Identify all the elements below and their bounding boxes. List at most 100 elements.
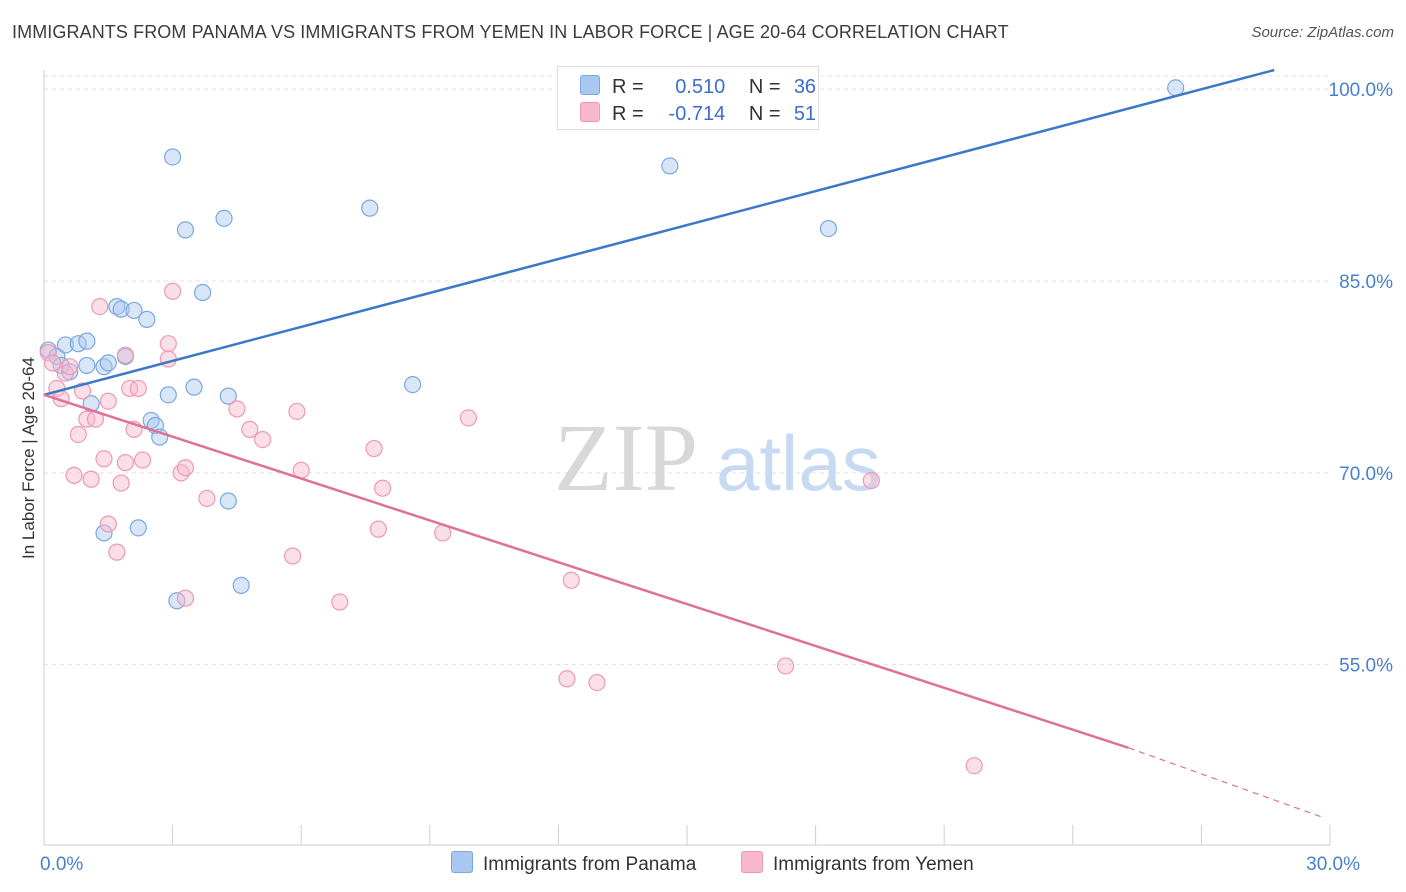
panama-point bbox=[95, 524, 113, 542]
yemen-point bbox=[288, 402, 306, 421]
legend-swatch-panama bbox=[580, 75, 600, 95]
yemen-point bbox=[176, 589, 195, 607]
legend-n-label: N = bbox=[748, 76, 781, 98]
yemen-point bbox=[459, 409, 477, 427]
yemen-point bbox=[862, 471, 880, 490]
yemen-point bbox=[228, 400, 246, 418]
yemen-point bbox=[69, 425, 87, 444]
yemen-trend-extrapolation bbox=[1128, 747, 1322, 818]
y-axis-label: In Labor Force | Age 20-64 bbox=[19, 357, 38, 559]
yemen-point bbox=[254, 430, 272, 449]
legend-row-yemen: R = -0.714 N = 51 bbox=[580, 102, 816, 128]
yemen-point bbox=[369, 520, 387, 538]
yemen-point bbox=[116, 454, 135, 472]
yemen-point bbox=[588, 673, 606, 692]
x-tick-label: 0.0% bbox=[40, 854, 83, 875]
watermark: ZIP atlas bbox=[554, 404, 881, 511]
panama-point bbox=[78, 356, 96, 375]
yemen-point bbox=[133, 451, 152, 469]
series-legend-yemen: Immigrants from Yemen bbox=[741, 851, 974, 876]
y-tick-label: 100.0% bbox=[1329, 80, 1394, 101]
yemen-point bbox=[284, 547, 302, 565]
panama-point bbox=[215, 209, 233, 227]
series-label-panama: Immigrants from Panama bbox=[483, 854, 697, 875]
yemen-point bbox=[374, 479, 392, 497]
y-tick-label: 55.0% bbox=[1339, 656, 1393, 677]
panama-point bbox=[176, 221, 195, 239]
points-layer bbox=[39, 79, 1185, 775]
series-legend-panama: Immigrants from Panama bbox=[451, 851, 696, 876]
yemen-point bbox=[164, 282, 182, 300]
yemen-point bbox=[108, 543, 126, 561]
yemen-point bbox=[61, 358, 79, 376]
yemen-point bbox=[116, 346, 135, 364]
yemen-point bbox=[99, 515, 117, 533]
yemen-point bbox=[776, 657, 795, 675]
yemen-point bbox=[176, 459, 195, 477]
yemen-point bbox=[965, 757, 983, 775]
legend-r-label: R = bbox=[612, 76, 644, 98]
yemen-point bbox=[43, 354, 62, 372]
x-tick-label: 30.0% bbox=[1306, 854, 1360, 875]
series-swatch-yemen bbox=[741, 851, 763, 873]
panama-point bbox=[78, 332, 96, 350]
grid-layer bbox=[44, 75, 1330, 666]
trend-layer bbox=[43, 68, 1322, 818]
legend-r-panama: 0.510 bbox=[675, 76, 726, 98]
yemen-point bbox=[112, 474, 130, 492]
series-swatch-panama bbox=[451, 851, 473, 873]
yemen-point bbox=[99, 392, 117, 410]
panama-point bbox=[125, 301, 143, 320]
watermark-zip: ZIP bbox=[554, 404, 698, 511]
panama-point bbox=[112, 300, 130, 318]
yemen-point bbox=[159, 335, 177, 353]
panama-point bbox=[404, 376, 422, 394]
legend-row-panama: R = 0.510 N = 36 bbox=[580, 75, 816, 101]
yemen-point bbox=[65, 466, 83, 485]
panama-point bbox=[361, 199, 379, 217]
y-tick-label: 70.0% bbox=[1339, 464, 1393, 485]
legend-n-panama: 36 bbox=[793, 76, 817, 98]
panama-point bbox=[185, 378, 203, 396]
labels-layer: 100.0% 85.0% 70.0% 55.0% 0.0% 30.0% bbox=[40, 80, 1393, 875]
panama-point bbox=[819, 219, 838, 238]
stats-legend: R = 0.510 N = 36 R = -0.714 N = 51 bbox=[557, 66, 819, 130]
yemen-point bbox=[91, 297, 109, 316]
legend-r-yemen: -0.714 bbox=[668, 103, 726, 125]
yemen-point bbox=[331, 593, 349, 611]
legend-r-label: R = bbox=[612, 103, 644, 125]
source-credit: Source: ZipAtlas.com bbox=[1251, 24, 1394, 41]
yemen-point bbox=[562, 571, 580, 589]
yemen-point bbox=[39, 344, 57, 362]
yemen-point bbox=[365, 439, 383, 458]
yemen-point bbox=[129, 379, 147, 398]
panama-point bbox=[219, 387, 237, 405]
panama-point bbox=[56, 336, 75, 354]
series-label-yemen: Immigrants from Yemen bbox=[773, 854, 974, 875]
yemen-point bbox=[241, 420, 259, 438]
panama-point bbox=[194, 283, 212, 302]
panama-trend-line bbox=[43, 68, 1275, 397]
yemen-point bbox=[73, 382, 92, 400]
panama-point bbox=[99, 354, 117, 372]
legend-swatch-yemen bbox=[580, 102, 600, 122]
yemen-point bbox=[558, 670, 576, 688]
yemen-point bbox=[95, 450, 113, 468]
yemen-point bbox=[198, 489, 216, 508]
panama-point bbox=[159, 386, 177, 404]
axes-layer bbox=[43, 70, 1331, 846]
panama-point bbox=[164, 148, 182, 166]
y-tick-label: 85.0% bbox=[1339, 272, 1393, 293]
watermark-atlas: atlas bbox=[716, 419, 881, 507]
chart-title: IMMIGRANTS FROM PANAMA VS IMMIGRANTS FRO… bbox=[12, 22, 1009, 42]
panama-point bbox=[661, 157, 679, 175]
legend-n-yemen: 51 bbox=[793, 103, 817, 125]
yemen-trend-line bbox=[43, 393, 1129, 749]
panama-point bbox=[232, 576, 250, 594]
panama-point bbox=[129, 519, 147, 537]
yemen-point bbox=[82, 470, 100, 488]
panama-point bbox=[138, 310, 156, 328]
legend-n-label: N = bbox=[748, 103, 781, 125]
panama-point bbox=[219, 492, 237, 510]
